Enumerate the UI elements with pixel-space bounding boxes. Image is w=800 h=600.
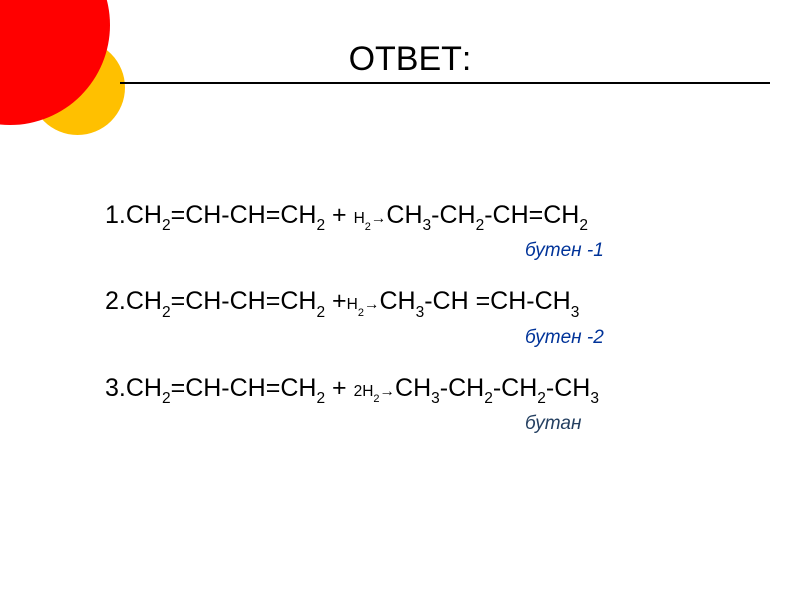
reaction-2: 2.CH2=CH-CH=CH2 +H2→CH3-CH =CH-CH3 — [105, 286, 745, 320]
reaction-2-label: бутен -2 — [105, 327, 745, 349]
reaction-3-label: бутан — [105, 413, 745, 435]
decorative-circles — [0, 0, 120, 135]
slide-title: ОТВЕТ: — [260, 40, 560, 79]
reaction-1-label: бутен -1 — [105, 240, 745, 262]
reactions-list: 1.CH2=CH-CH=CH2 + H2→CH3-CH2-CH=CH2 бутен… — [105, 200, 745, 459]
title-underline — [120, 82, 770, 84]
reaction-1: 1.CH2=CH-CH=CH2 + H2→CH3-CH2-CH=CH2 — [105, 200, 745, 234]
reaction-3: 3.CH2=CH-CH=CH2 + 2H2→CH3-CH2-CH2-CH3 — [105, 373, 745, 407]
title-text: ОТВЕТ: — [349, 40, 472, 78]
